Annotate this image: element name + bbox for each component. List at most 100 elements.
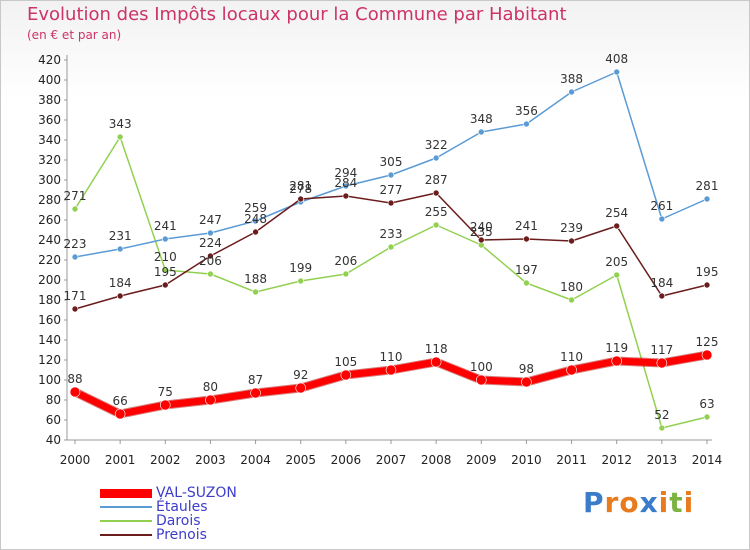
y-tick-label: 280	[38, 193, 61, 207]
data-point	[475, 374, 487, 386]
data-label: 98	[519, 362, 534, 376]
data-point	[161, 281, 169, 289]
data-label: 294	[334, 166, 357, 180]
data-label: 247	[199, 213, 222, 227]
data-point	[613, 222, 621, 230]
data-label: 100	[470, 360, 493, 374]
data-label: 171	[64, 289, 87, 303]
data-label: 254	[605, 206, 628, 220]
x-tick-label: 2010	[511, 453, 542, 467]
data-label: 88	[67, 372, 82, 386]
data-label: 284	[334, 176, 357, 190]
data-point	[523, 235, 530, 243]
data-label: 261	[650, 199, 673, 213]
y-tick-label: 200	[38, 273, 61, 287]
data-label: 271	[64, 189, 87, 203]
x-tick-label: 2014	[692, 453, 723, 467]
axes: 40 60 80 100 120 140 160 180 200 220 240 260 280 300 3…	[38, 53, 722, 467]
data-point	[71, 305, 79, 313]
y-tick-label: 420	[38, 53, 61, 67]
y-tick-label: 100	[38, 373, 61, 387]
series-layer	[69, 68, 713, 432]
data-point	[430, 356, 442, 368]
logo-letter: i	[658, 486, 670, 519]
data-point	[116, 133, 124, 141]
legend-swatch	[100, 534, 152, 536]
x-tick-label: 2009	[466, 453, 497, 467]
data-point	[252, 217, 259, 225]
data-label: 287	[425, 173, 448, 187]
data-point	[342, 192, 350, 200]
y-tick-label: 220	[38, 253, 61, 267]
data-point	[159, 399, 171, 411]
x-tick-label: 2001	[105, 453, 136, 467]
data-point	[387, 243, 395, 251]
data-label: 125	[696, 335, 719, 349]
y-tick-label: 160	[38, 313, 61, 327]
legend: VAL-SUZON Étaules Darois Prenois	[100, 486, 237, 542]
data-label: 206	[199, 254, 222, 268]
data-point	[566, 364, 577, 376]
data-point	[297, 277, 305, 285]
data-label: 240	[470, 220, 493, 234]
data-point	[523, 120, 530, 128]
data-point	[568, 237, 575, 245]
data-label: 259	[244, 201, 267, 215]
data-label: 239	[560, 221, 583, 235]
data-label: 92	[293, 368, 308, 382]
data-label: 305	[380, 155, 403, 169]
data-point	[568, 296, 575, 304]
data-label: 180	[560, 280, 583, 294]
data-point	[71, 253, 79, 261]
data-label: 63	[699, 397, 714, 411]
data-point	[161, 266, 169, 274]
legend-item-val-suzon: VAL-SUZON	[100, 486, 237, 500]
y-tick-label: 240	[38, 233, 61, 247]
data-label: 195	[696, 265, 719, 279]
x-tick-label: 2004	[240, 453, 271, 467]
data-point	[252, 228, 259, 236]
data-point	[340, 369, 352, 381]
data-label: 281	[289, 179, 312, 193]
legend-item-darois: Darois	[100, 514, 237, 528]
data-label: 110	[380, 350, 403, 364]
data-point	[207, 270, 214, 278]
data-label: 197	[515, 263, 538, 277]
y-tick-label: 80	[46, 393, 61, 407]
legend-swatch	[100, 520, 152, 522]
data-point	[656, 357, 668, 369]
x-tick-label: 2011	[556, 453, 587, 467]
data-point	[658, 292, 666, 300]
y-tick-label: 360	[38, 113, 61, 127]
data-point	[387, 199, 395, 207]
data-label: 105	[334, 355, 357, 369]
x-tick-label: 2008	[421, 453, 452, 467]
legend-item-prenois: Prenois	[100, 528, 237, 542]
data-label: 66	[113, 394, 128, 408]
data-label: 223	[64, 237, 87, 251]
data-point	[205, 394, 216, 406]
logo-letter: o	[619, 486, 640, 519]
y-tick-label: 120	[38, 353, 61, 367]
data-label: 110	[560, 350, 583, 364]
logo-letter: t	[669, 486, 684, 519]
data-label: 348	[470, 112, 493, 126]
data-label: 195	[154, 265, 177, 279]
y-tick-label: 300	[38, 173, 61, 187]
data-point	[658, 215, 666, 223]
data-label: 184	[650, 276, 673, 290]
data-point	[568, 88, 575, 96]
data-label: 408	[605, 52, 628, 66]
data-point	[161, 235, 169, 243]
data-label: 277	[380, 183, 403, 197]
y-tick-label: 340	[38, 133, 61, 147]
data-label: 206	[334, 254, 357, 268]
chart-title: Evolution des Impôts locaux pour la Comm…	[27, 4, 567, 25]
x-tick-label: 2007	[376, 453, 407, 467]
data-point	[342, 182, 350, 190]
legend-swatch	[100, 488, 152, 498]
data-point	[387, 171, 395, 179]
y-tick-label: 400	[38, 73, 61, 87]
